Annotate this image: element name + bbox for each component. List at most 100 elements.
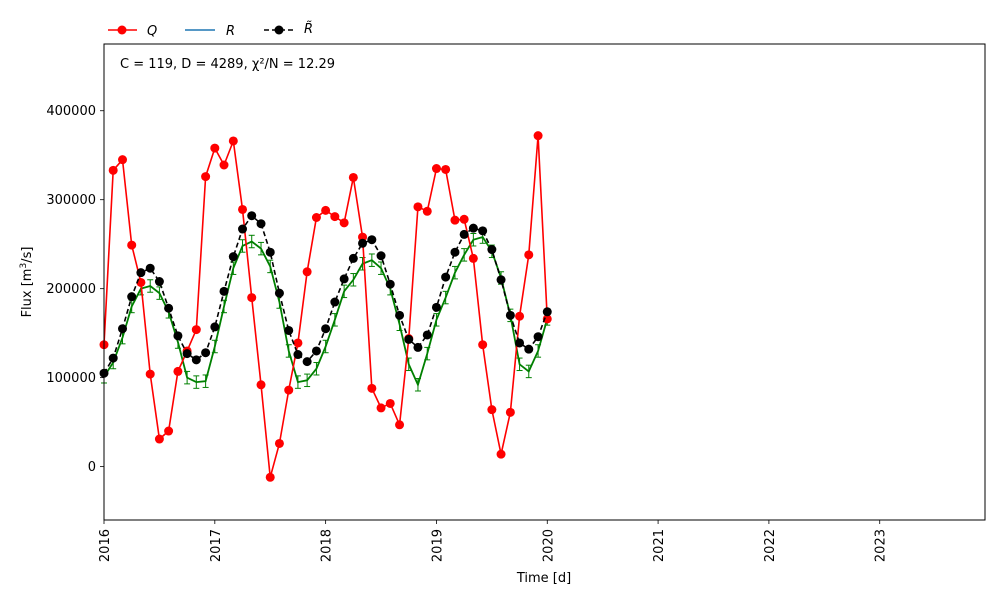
y-axis-label: Flux [m3/s]	[19, 247, 35, 318]
series-q-point	[358, 232, 368, 242]
series-r-tilde-point	[385, 279, 395, 289]
series-r-tilde-point	[274, 288, 284, 298]
series-r-tilde-point	[118, 324, 128, 334]
series-q-point	[265, 472, 275, 482]
series-r-tilde-point	[210, 322, 220, 332]
series-r-tilde-point	[413, 342, 423, 352]
series-q-point	[238, 204, 248, 214]
legend-item-r: R	[185, 24, 235, 39]
y-axis-label-tail: /s]	[20, 247, 35, 263]
series-q-point	[274, 438, 284, 448]
x-tick-label: 2019	[430, 529, 445, 562]
series-r-tilde-point	[154, 277, 164, 287]
series-r-tilde-point	[284, 325, 294, 335]
legend-item-r-tilde: R̃	[264, 22, 313, 37]
series-q-point	[459, 214, 469, 224]
series-r-tilde-point	[450, 247, 460, 257]
series-q-point	[515, 311, 525, 321]
series-q-point	[413, 202, 423, 212]
series-q-point	[256, 380, 266, 390]
y-tick-label: 0	[88, 460, 96, 475]
series-q-point	[164, 426, 174, 436]
series-r-tilde-point	[247, 211, 257, 221]
series-r-tilde-point	[182, 349, 192, 359]
series-r-tilde-point	[404, 334, 414, 344]
series-r-tilde-point	[515, 338, 525, 348]
legend-marker-q	[117, 25, 127, 35]
legend-label-q: Q	[147, 24, 157, 39]
legend-marker-r-tilde	[274, 25, 284, 35]
data-layer	[99, 131, 552, 482]
series-q-point	[468, 253, 478, 263]
series-r-tilde-point	[339, 274, 349, 284]
series-q-point	[145, 369, 155, 379]
series-r-tilde-point	[330, 297, 340, 307]
series-r-tilde-point	[542, 307, 552, 317]
series-r-tilde-point	[496, 275, 506, 285]
series-r-tilde-point	[524, 344, 534, 354]
legend-label-r-tilde: R̃	[304, 22, 313, 37]
series-r-tilde-point	[376, 251, 386, 261]
x-tick-label: 2016	[98, 529, 113, 562]
series-q-point	[496, 449, 506, 459]
x-tick-label: 2018	[320, 529, 335, 562]
series-r-tilde-point	[468, 223, 478, 233]
series-q-point	[293, 338, 303, 348]
series-r-tilde-point	[164, 303, 174, 313]
y-tick-label: 100000	[46, 371, 96, 386]
series-r-tilde-point	[358, 238, 368, 248]
x-tick-label: 2021	[652, 529, 667, 562]
series-q-point	[478, 340, 488, 350]
series-r-tilde-point	[256, 219, 266, 229]
series-r-tilde-point	[293, 350, 303, 360]
series-q-point	[108, 165, 118, 175]
series-r-tilde-point	[459, 229, 469, 239]
series-q-point	[219, 160, 229, 170]
y-axis: 0 100000 200000 300000 400000	[46, 104, 104, 475]
series-r-tilde-point	[136, 268, 146, 278]
x-axis-label: Time [d]	[516, 571, 571, 586]
x-tick-label: 2020	[541, 529, 556, 562]
series-r-tilde-point	[191, 355, 201, 365]
series-q-point	[533, 131, 543, 141]
plot-frame	[103, 43, 986, 521]
series-q-point	[284, 385, 294, 395]
series-q-point	[339, 218, 349, 228]
series-r-tilde-point	[219, 286, 229, 296]
series-q-point	[450, 215, 460, 225]
series-r-tilde-point	[422, 330, 432, 340]
series-r-tilde-point	[321, 324, 331, 334]
x-tick-label: 2022	[763, 529, 778, 562]
series-q-point	[422, 206, 432, 216]
series-q-point	[385, 398, 395, 408]
series-r-tilde-point	[367, 235, 377, 245]
fit-annotation: C = 119, D = 4289, χ²/N = 12.29	[120, 57, 335, 72]
y-tick-label: 400000	[46, 104, 96, 119]
series-q-point	[542, 314, 552, 324]
series-r-tilde-point	[265, 247, 275, 257]
series-r-tilde-point	[302, 357, 312, 367]
series-q-point	[376, 403, 386, 413]
x-tick-label: 2023	[874, 529, 889, 562]
series-q-point	[441, 164, 451, 174]
series-r-tilde-point	[478, 226, 488, 236]
series-r-tilde-point	[505, 310, 515, 320]
series-q-point	[201, 172, 211, 182]
series-r-tilde-point	[487, 245, 497, 255]
y-tick-label: 200000	[46, 282, 96, 297]
series-q-point	[228, 136, 238, 146]
series-r-tilde-point	[431, 302, 441, 312]
series-r-tilde-point	[201, 348, 211, 358]
series-q-point	[247, 293, 257, 303]
series-q-point	[330, 212, 340, 222]
series-r-tilde-point	[238, 224, 248, 234]
series-r-tilde-point	[173, 331, 183, 341]
series-q-point	[348, 172, 358, 182]
series-r-tilde-point	[533, 332, 543, 342]
series-q-point	[431, 164, 441, 174]
y-tick-label: 300000	[46, 193, 96, 208]
series-q-point	[210, 143, 220, 153]
y-axis-label-main: Flux [m	[20, 269, 35, 318]
